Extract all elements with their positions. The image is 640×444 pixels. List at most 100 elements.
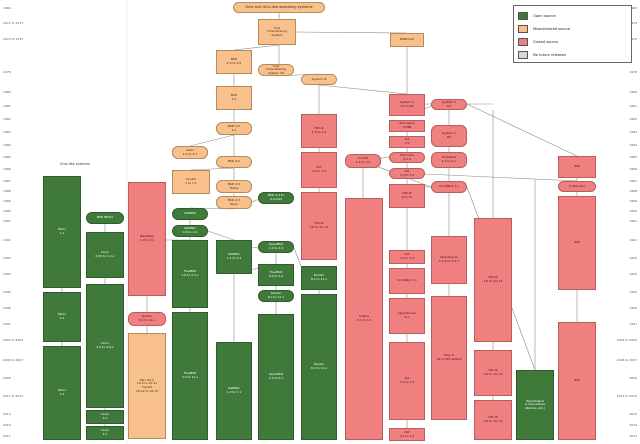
node-aix3-b: AIX 3.x to 7.2 bbox=[389, 342, 425, 420]
year-left-19: 1995 bbox=[3, 290, 11, 294]
year-right-13: 1989 bbox=[629, 199, 637, 203]
node-plan9: Plan 9 1st to 4th edition bbox=[431, 296, 467, 420]
node-netbsd2: NetBSD 1.1 to 1.2 bbox=[216, 240, 252, 274]
year-left-8: 1984 bbox=[3, 143, 11, 147]
node-bsd42: BSD 4.2 bbox=[216, 156, 252, 168]
node-hpux11-c: HP-UX 11i to 11i v3 bbox=[474, 400, 512, 440]
node-bsd2: BSD 2.x bbox=[216, 86, 252, 110]
legend-label-closed: Closed source bbox=[533, 40, 559, 44]
node-hpux-b: HP-UX 11i to 11i v3 bbox=[301, 192, 337, 260]
year-right-18: 1994 bbox=[629, 272, 637, 276]
node-openbsd-b: FreeBSD 3.0 to 3.2 bbox=[258, 264, 294, 286]
node-aix3: AIX 3.x to 7.2 bbox=[389, 168, 425, 179]
year-right-25: 2011 to 2012 bbox=[616, 394, 637, 398]
node-sco2: SCO Unix 3.2.4 bbox=[389, 152, 425, 163]
legend-item-closed: Closed source bbox=[518, 38, 558, 46]
year-left-21: 1997 bbox=[3, 322, 11, 326]
node-hpux: HP-UX 1.0 to 1.2 bbox=[301, 114, 337, 148]
year-right-3: 1978 bbox=[629, 70, 637, 74]
legend-swatch-mixed bbox=[518, 25, 528, 33]
node-aix-long: AIX 3.x to 7.2 bbox=[389, 250, 425, 264]
node-sysv: System III bbox=[301, 74, 337, 85]
year-right-23: 2006 to 2007 bbox=[616, 358, 637, 362]
node-sunos: SunOS 1 to 1.1 bbox=[172, 170, 210, 194]
year-left-20: 1996 bbox=[3, 306, 11, 310]
node-tru64: Tru64 Unix bbox=[558, 181, 596, 192]
year-right-8: 1984 bbox=[629, 143, 637, 147]
year-left-3: 1978 bbox=[3, 70, 11, 74]
node-unixware-b: UnixWare 7.x bbox=[389, 268, 425, 294]
node-linux4: Linux 4.x bbox=[86, 426, 124, 440]
year-left-9: 1985 bbox=[3, 155, 11, 159]
year-left-27: 2014 bbox=[3, 423, 11, 427]
year-right-22: 2001 to 2004 bbox=[616, 338, 637, 342]
node-openbsd: OpenBSD 1.0 to 2.2 bbox=[258, 241, 294, 253]
year-right-24: 2009 bbox=[629, 376, 637, 380]
node-hpux6: HP-UX 6 to 11 bbox=[389, 184, 425, 208]
year-left-25: 2011 to 2012 bbox=[3, 394, 24, 398]
year-right-21: 1997 bbox=[629, 322, 637, 326]
legend: Open source Mixed/shared source Closed s… bbox=[513, 5, 632, 63]
node-unixware7: UnixWare 7.x bbox=[431, 181, 467, 193]
year-right-10: 1986 bbox=[629, 167, 637, 171]
year-left-4: 1980 bbox=[3, 90, 11, 94]
year-left-22: 2001 to 2004 bbox=[3, 338, 24, 342]
node-hpux11-b: HP-UX 11i to 11i v3 bbox=[474, 350, 512, 396]
legend-item-open: Open source bbox=[518, 12, 556, 20]
node-openserver: OpenServer 5.0.5 to 5.0.7 bbox=[431, 236, 467, 284]
node-hpux11: HP-UX 11i to 11i v3 bbox=[474, 218, 512, 342]
node-bsd43r: BSD 4.3 Reno bbox=[216, 196, 252, 209]
year-left-24: 2009 bbox=[3, 376, 11, 380]
connector-line-20 bbox=[207, 230, 235, 241]
node-irix2: IRIX bbox=[558, 196, 596, 290]
node-bsd1: BSD 1.0 to 2.0 bbox=[216, 50, 252, 74]
side-label: Unix-like systems bbox=[60, 162, 90, 166]
node-bsd3: BSD 3.0 4.1 bbox=[216, 122, 252, 135]
node-netbsd: NetBSD 0.8 to 1.0 bbox=[172, 225, 208, 237]
year-left-15: 1991 bbox=[3, 219, 11, 223]
year-right-6: 1982 bbox=[629, 117, 637, 121]
node-nextstep: NextStep 1.0 to 3.x bbox=[128, 182, 166, 296]
legend-item-mixed: Mixed/shared source bbox=[518, 25, 570, 33]
node-unixware: UnixWare 1.x to 2.x bbox=[431, 152, 467, 168]
year-left-13: 1989 bbox=[3, 199, 11, 203]
year-left-26: 2013 bbox=[3, 412, 11, 416]
node-xenix: Xenix 1.0 to 2.3 bbox=[172, 146, 208, 159]
year-left-10: 1986 bbox=[3, 167, 11, 171]
legend-label-discontinued: No future releases bbox=[533, 53, 566, 57]
node-macos: Mac OS X 10.0 to 10.11 macOS 10.12 to 10… bbox=[128, 333, 166, 439]
year-right-11: 1987 bbox=[629, 179, 637, 183]
node-linux: Linux 0.95 to 1.2.x bbox=[86, 232, 124, 278]
node-bsd43: BSD 4.3 Tahoe bbox=[216, 180, 252, 193]
year-right-15: 1991 bbox=[629, 219, 637, 223]
node-netbsd3: NetBSD 1.3 to 7.1 bbox=[216, 342, 252, 440]
year-left-28: 2017 bbox=[3, 434, 11, 438]
year-left-14: 1990 bbox=[3, 209, 11, 213]
connector-line-3 bbox=[295, 31, 408, 34]
legend-label-mixed: Mixed/shared source bbox=[533, 27, 571, 31]
year-left-23: 2006 to 2007 bbox=[3, 358, 24, 362]
year-right-7: 1983 bbox=[629, 130, 637, 134]
node-hpux2: AIX 3.x to 7.2 bbox=[301, 152, 337, 188]
diagram-title: Unix and Unix-like operating systems bbox=[233, 2, 325, 13]
node-bsd44: BSD 4.4 to 4.4 lite2 bbox=[258, 192, 294, 204]
node-unix-tsd: Unix Time-Sharing System bbox=[258, 19, 296, 45]
year-left-5: 1981 bbox=[3, 104, 11, 108]
connector-line-64 bbox=[251, 246, 259, 249]
node-darwin-c: Darwin 8.x to 11.x bbox=[128, 312, 166, 326]
node-irix: IRIX bbox=[558, 156, 596, 178]
node-darwin3: Darwin 8.x to 11.x bbox=[301, 294, 337, 440]
year-right-0: 1969 bbox=[629, 6, 637, 10]
node-irix3: IRIX bbox=[558, 322, 596, 440]
node-minix3: Minix 3.x bbox=[43, 346, 81, 440]
legend-swatch-closed bbox=[518, 38, 528, 46]
year-right-17: 1993 bbox=[629, 256, 637, 260]
connector-line-13 bbox=[189, 167, 235, 171]
legend-swatch-open bbox=[518, 12, 528, 20]
year-left-0: 1969 bbox=[3, 6, 11, 10]
year-right-12: 1988 bbox=[629, 189, 637, 193]
legend-label-open: Open source bbox=[533, 14, 556, 18]
node-minix2: Minix 2.x bbox=[43, 292, 81, 342]
connector-line-2 bbox=[233, 44, 280, 51]
